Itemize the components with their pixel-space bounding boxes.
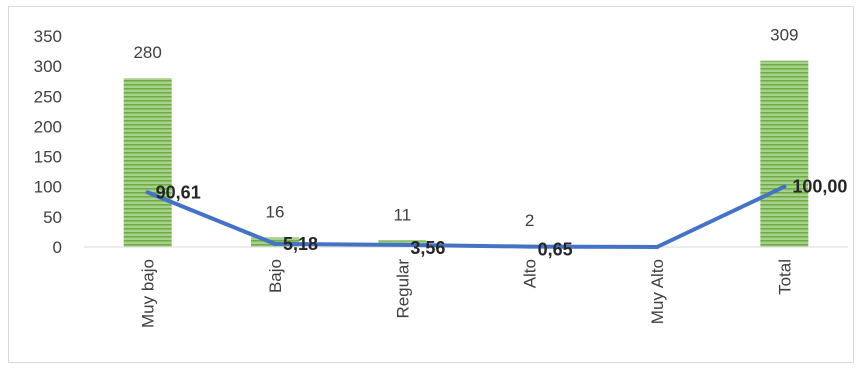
x-category-label: Regular bbox=[393, 259, 412, 319]
bar-data-label: 280 bbox=[133, 43, 161, 62]
bar-data-label: 2 bbox=[525, 211, 534, 230]
y-tick-label: 250 bbox=[34, 87, 62, 106]
x-category-label: Bajo bbox=[266, 259, 285, 293]
line-data-label: 5,18 bbox=[283, 234, 318, 254]
y-tick-label: 300 bbox=[34, 57, 62, 76]
line-data-label: 90,61 bbox=[156, 182, 201, 202]
y-tick-label: 50 bbox=[43, 208, 62, 227]
line-point bbox=[782, 184, 787, 189]
y-tick-label: 100 bbox=[34, 178, 62, 197]
line-point bbox=[273, 241, 277, 246]
line-point bbox=[145, 190, 150, 195]
line-point bbox=[400, 242, 405, 247]
x-axis: Muy bajo Bajo Regular Alto Muy Alto Total bbox=[139, 259, 795, 328]
x-category-label: Muy bajo bbox=[139, 259, 158, 328]
bar-data-label: 309 bbox=[770, 26, 798, 45]
y-tick-label: 350 bbox=[34, 27, 62, 46]
bar bbox=[123, 78, 172, 247]
x-category-label: Total bbox=[775, 259, 794, 295]
line-point bbox=[527, 244, 532, 249]
y-tick-label: 0 bbox=[53, 238, 62, 257]
bar-data-labels: 280 16 11 2 309 bbox=[133, 26, 798, 230]
line-data-label: 3,56 bbox=[410, 238, 445, 258]
line-series bbox=[145, 184, 787, 249]
line-point bbox=[655, 245, 659, 249]
line-data-labels: 90,61 5,18 3,56 0,65 100,00 bbox=[156, 177, 848, 260]
bar-data-label: 11 bbox=[394, 205, 412, 224]
y-tick-label: 200 bbox=[34, 117, 62, 136]
line-path bbox=[145, 184, 787, 249]
bar bbox=[760, 60, 809, 247]
bar-series bbox=[123, 60, 809, 247]
y-axis: 0 50 100 150 200 250 300 350 bbox=[34, 27, 62, 257]
y-tick-label: 150 bbox=[34, 148, 62, 167]
x-category-label: Alto bbox=[521, 259, 540, 288]
line-data-label: 100,00 bbox=[792, 177, 847, 197]
line-data-label: 0,65 bbox=[538, 240, 573, 260]
bar-data-label: 16 bbox=[266, 202, 285, 221]
x-category-label: Muy Alto bbox=[648, 259, 667, 324]
